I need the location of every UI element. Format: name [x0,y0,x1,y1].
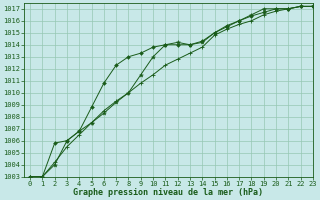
X-axis label: Graphe pression niveau de la mer (hPa): Graphe pression niveau de la mer (hPa) [74,188,263,197]
